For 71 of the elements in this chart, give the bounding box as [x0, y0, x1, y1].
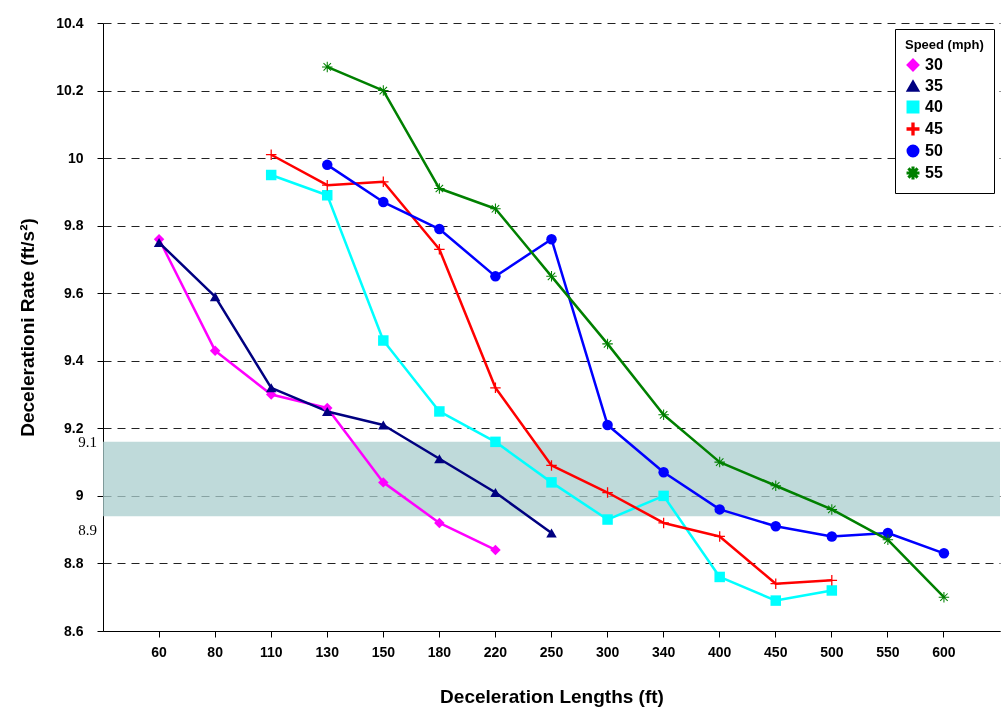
legend-label: 35 [925, 77, 943, 94]
y-tick-label: 9.2 [64, 419, 84, 436]
point [378, 477, 389, 488]
y-tick-label: 10 [67, 149, 84, 166]
x-tick-label: 250 [539, 643, 564, 660]
x-tick-label: 60 [151, 643, 168, 660]
legend-label: 50 [925, 142, 943, 159]
x-tick-label: 300 [595, 643, 620, 660]
y-tick-label: 8.8 [64, 554, 84, 571]
point [826, 585, 838, 596]
point [209, 292, 221, 302]
point [490, 544, 501, 556]
legend-title: Speed (mph) [905, 37, 984, 52]
point [153, 238, 165, 248]
point [434, 454, 445, 464]
point [434, 406, 445, 417]
x-tick-label: 130 [315, 643, 340, 660]
x-tick-label: 340 [651, 643, 676, 660]
point [490, 436, 501, 448]
point [602, 514, 613, 525]
x-tick-label: 220 [483, 643, 508, 660]
point [434, 517, 445, 529]
point [714, 571, 725, 583]
x-tick-label: 150 [371, 643, 396, 660]
point [490, 487, 501, 498]
text: 9.1 [78, 433, 97, 450]
y-tick-label: 9.6 [64, 284, 84, 301]
x-tick-label: 110 [259, 643, 283, 660]
point [770, 595, 781, 606]
legend-label: 45 [925, 120, 943, 137]
y-tick-label: 8.6 [64, 622, 84, 639]
point [602, 419, 613, 431]
y-tick-label: 10.2 [56, 82, 84, 99]
point [490, 271, 501, 282]
y-tick-label: 9 [75, 487, 84, 504]
point [658, 490, 669, 502]
y-tick-label: 9.4 [64, 352, 84, 369]
x-tick-label: 600 [932, 643, 956, 660]
legend-label: 30 [925, 56, 943, 73]
point [658, 467, 669, 478]
y-tick-label: 9.8 [64, 217, 84, 234]
point [322, 406, 333, 416]
x-axis-title: Deceleration Lengths (ft) [440, 685, 664, 707]
point [826, 531, 838, 542]
legend-label: 55 [925, 164, 943, 181]
point [546, 477, 557, 488]
point [378, 335, 389, 346]
point [546, 233, 557, 245]
point [938, 548, 950, 559]
x-tick-label: 450 [764, 643, 788, 660]
legend-label: 40 [925, 98, 943, 115]
point [322, 190, 333, 201]
point [265, 383, 277, 393]
point [658, 517, 669, 529]
y-tick-label: 10.4 [56, 14, 84, 31]
x-tick-label: 550 [876, 643, 900, 660]
point [322, 159, 333, 171]
point [714, 504, 725, 515]
point [602, 338, 613, 350]
x-tick-label: 80 [207, 643, 224, 660]
text: 8.9 [78, 521, 97, 538]
point [378, 196, 389, 208]
point [770, 521, 781, 532]
point [209, 345, 221, 356]
x-tick-label: 400 [708, 643, 732, 660]
point [265, 169, 277, 181]
x-tick-label: 500 [820, 643, 844, 660]
point [434, 223, 445, 235]
point [546, 528, 557, 538]
x-tick-label: 180 [427, 643, 452, 660]
y-axis-title: Decelerationi Rate (ft/s²) [17, 218, 39, 437]
